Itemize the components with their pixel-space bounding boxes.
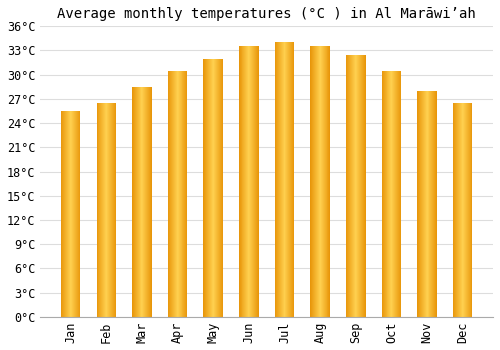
Title: Average monthly temperatures (°C ) in Al Marāwiʼah: Average monthly temperatures (°C ) in Al… [58,7,476,21]
